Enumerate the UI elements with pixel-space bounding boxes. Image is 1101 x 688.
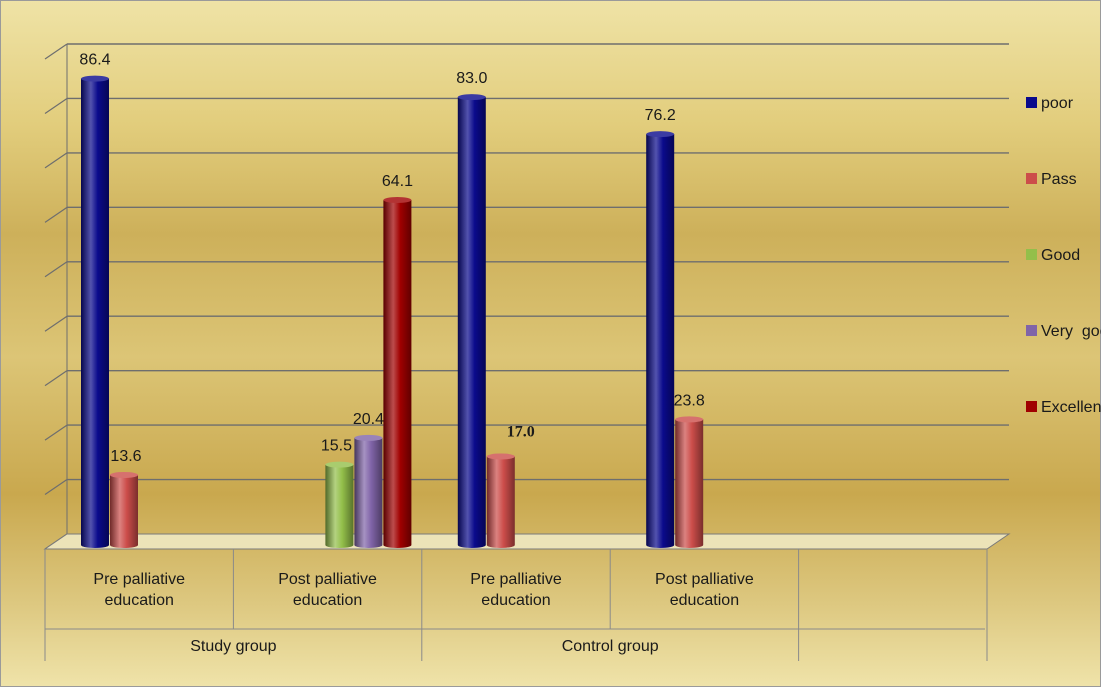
wall-tick [44,370,68,387]
wall-tick [44,315,68,332]
legend-swatch-good [1026,249,1037,260]
data-label: 23.8 [674,392,705,409]
bar-top [81,75,109,82]
category-label: Post palliative education [655,571,754,609]
bar-top [110,471,138,478]
chart-floor [43,533,1011,550]
legend-swatch-pass [1026,173,1037,184]
legend-label: Very good [1041,323,1101,340]
data-label: 17.0 [507,423,535,440]
legend-label: Good [1041,247,1080,264]
data-label: 15.5 [321,438,352,455]
data-label: 83.0 [456,70,487,87]
wall-tick [44,152,68,169]
data-label: 13.6 [110,448,141,465]
bar-top [325,461,354,468]
bar-pass [110,474,138,548]
bar-excellent [383,200,412,548]
wall-tick [44,206,68,223]
legend-swatch-very-good [1026,325,1037,336]
bar-top [486,453,515,460]
legend-swatch-excellent [1026,401,1037,412]
bar-top [383,197,412,204]
wall-tick [44,261,68,278]
bar-poor [81,78,109,548]
bar-top [354,434,383,441]
bar-poor [457,97,486,548]
bar-very-good [354,437,383,548]
wall-tick [44,97,68,114]
bar-poor [646,134,675,548]
bar-pass [486,456,515,548]
data-label: 64.1 [382,173,413,190]
group-label: Study group [190,638,276,655]
category-label: Pre palliative education [470,571,562,609]
bar-top [457,94,486,101]
legend-swatch-poor [1026,97,1037,108]
wall-tick [44,479,68,496]
data-label: 20.4 [353,411,384,428]
category-label: Post palliative education [278,571,377,609]
legend-label: Pass [1041,171,1077,188]
wall-tick [44,43,68,60]
group-label: Control group [562,638,659,655]
bar-top [675,416,704,423]
wall-tick [44,424,68,441]
bar-top [646,131,675,138]
category-label: Pre palliative education [93,571,185,609]
bar-good [325,464,354,548]
legend-label: Excellent [1041,399,1101,416]
data-label: 76.2 [645,107,676,124]
legend-label: poor [1041,95,1074,112]
bar-pass [675,419,704,548]
data-label: 86.4 [79,52,110,69]
